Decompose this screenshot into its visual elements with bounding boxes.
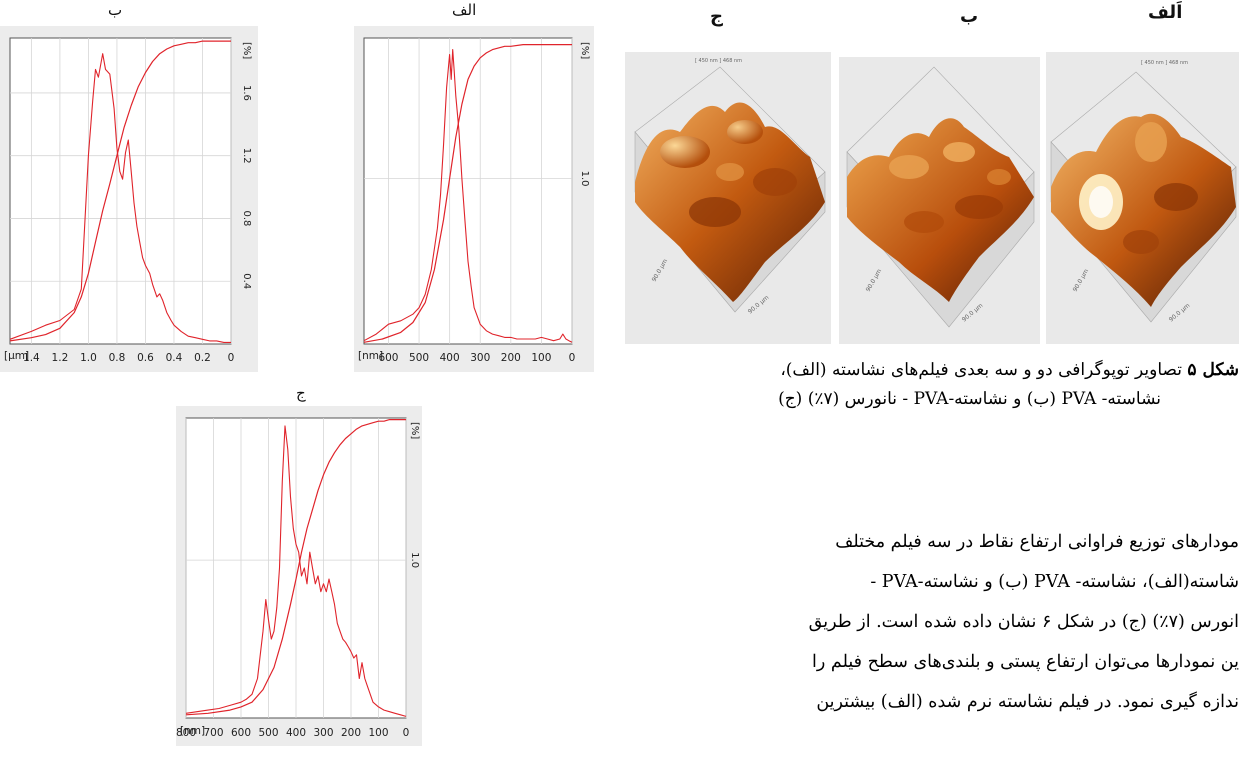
- caption-bold: شکل ۵: [1187, 360, 1239, 380]
- x-tick-label: 600: [231, 727, 251, 739]
- frequency-curve: [185, 425, 407, 717]
- body-line-5: ندازه گیری نمود. در فیلم نشاسته نرم شده …: [816, 692, 1239, 712]
- afm-label-c: ج: [710, 6, 723, 27]
- afm-label-a: اَلف: [1148, 2, 1183, 23]
- x-tick-label: 1.2: [52, 352, 69, 364]
- x-tick-label: 1.4: [23, 352, 40, 364]
- y-tick-label: 1.2: [241, 148, 252, 164]
- x-tick-label: 100: [368, 727, 388, 739]
- afm-image-b: 90.0 µm 90.0 µm: [839, 57, 1040, 344]
- x-tick-label: 100: [531, 352, 551, 364]
- afm-axis-a1: 90.0 µm: [1072, 268, 1091, 293]
- x-tick-label: 0: [228, 352, 235, 364]
- body-paragraph: مودارهای توزیع فراوانی ارتفاع نقاط در سه…: [648, 522, 1239, 722]
- frequency-curve: [363, 49, 573, 343]
- x-tick-label: 400: [286, 727, 306, 739]
- afm-image-c: [ 450 nm ] 468 nm 90.0 µm 90.0 µm: [625, 52, 831, 344]
- x-tick-label: 200: [341, 727, 361, 739]
- body-line-1: مودارهای توزیع فراوانی ارتفاع نقاط در سه…: [835, 532, 1239, 552]
- y-tick-label: 0.4: [241, 273, 252, 289]
- y-tick-label: 1.0: [409, 552, 420, 568]
- x-unit-label: [µm]: [4, 350, 29, 362]
- caption-line-2: نشاسته- PVA (ب) و نشاسته-PVA - نانورس (۷…: [778, 389, 1161, 409]
- figure-caption: شکل ۵ تصاویر توپوگرافی دو و سه بعدی فیلم…: [604, 356, 1239, 414]
- plot-label-left: ب: [108, 1, 123, 19]
- afm-axis-c1: 90.0 µm: [651, 258, 670, 283]
- x-unit-label: [nm]: [358, 350, 383, 362]
- afm-header-c: [ 450 nm ] 468 nm: [695, 58, 742, 64]
- x-tick-label: 1.0: [80, 352, 97, 364]
- x-tick-label: 0.2: [194, 352, 211, 364]
- percent-label: [%]: [241, 42, 252, 59]
- afm-axis-c2: 90.0 µm: [747, 294, 771, 315]
- y-tick-label: 0.8: [241, 211, 252, 227]
- height-distribution-chart-middle: 600 500 400 300 200 100 0 1.0 [nm] [%]: [354, 26, 594, 372]
- plot-label-bottom: ج: [296, 384, 306, 402]
- body-line-3: انورس (۷٪) (ج) در شکل ۶ نشان داده شده اس…: [808, 612, 1239, 632]
- afm-axis-b1: 90.0 µm: [865, 268, 884, 293]
- x-tick-label: 0.8: [109, 352, 126, 364]
- x-tick-label: 700: [203, 727, 223, 739]
- afm-header-a: [ 450 nm ] 468 nm: [1141, 60, 1188, 66]
- afm-image-a: [ 450 nm ] 468 nm 90.0 µm 90.0 µm: [1046, 52, 1239, 344]
- y-tick-label: 1.6: [241, 85, 252, 101]
- cumulative-curve: [9, 40, 231, 342]
- cumulative-curve: [363, 44, 572, 343]
- height-distribution-chart-left: 1.4 1.2 1.0 0.8 0.6 0.4 0.2 0 0.4 0.8 1.2 1.6 [µm]…: [0, 26, 258, 372]
- x-tick-label: 200: [501, 352, 521, 364]
- cumulative-curve: [185, 419, 406, 716]
- x-tick-label: 500: [258, 727, 278, 739]
- afm-label-b: ب: [960, 6, 979, 27]
- caption-line-1-text: تصاویر توپوگرافی دو و سه بعدی فیلم‌های ن…: [780, 360, 1188, 380]
- x-unit-label: [nm]: [180, 725, 205, 737]
- caption-line-1: شکل ۵ تصاویر توپوگرافی دو و سه بعدی فیلم…: [604, 356, 1239, 385]
- afm-axis-a2: 90.0 µm: [1168, 302, 1192, 323]
- frequency-curve: [9, 53, 231, 343]
- x-tick-label: 0: [403, 727, 410, 739]
- x-tick-label: 0: [569, 352, 576, 364]
- x-tick-label: 800: [176, 727, 196, 739]
- y-tick-label: 1.0: [579, 171, 590, 187]
- x-tick-label: 0.4: [166, 352, 183, 364]
- x-tick-label: 600: [378, 352, 398, 364]
- x-tick-label: 300: [313, 727, 333, 739]
- percent-label: [%]: [579, 42, 590, 59]
- x-tick-label: 300: [470, 352, 490, 364]
- body-line-2: شاسته(الف)، نشاسته- PVA (ب) و نشاسته-PVA…: [870, 572, 1239, 592]
- x-tick-label: 0.6: [137, 352, 154, 364]
- percent-label: [%]: [409, 422, 420, 439]
- x-tick-label: 500: [409, 352, 429, 364]
- body-line-4: ین نمودارها می‌توان ارتفاع پستی و بلندی‌…: [812, 652, 1239, 672]
- x-tick-label: 400: [440, 352, 460, 364]
- height-distribution-chart-bottom: 800 700 600 500 400 300 200 100 0 1.0 [nm] [%]: [176, 406, 422, 746]
- plot-label-middle: الف: [452, 1, 477, 19]
